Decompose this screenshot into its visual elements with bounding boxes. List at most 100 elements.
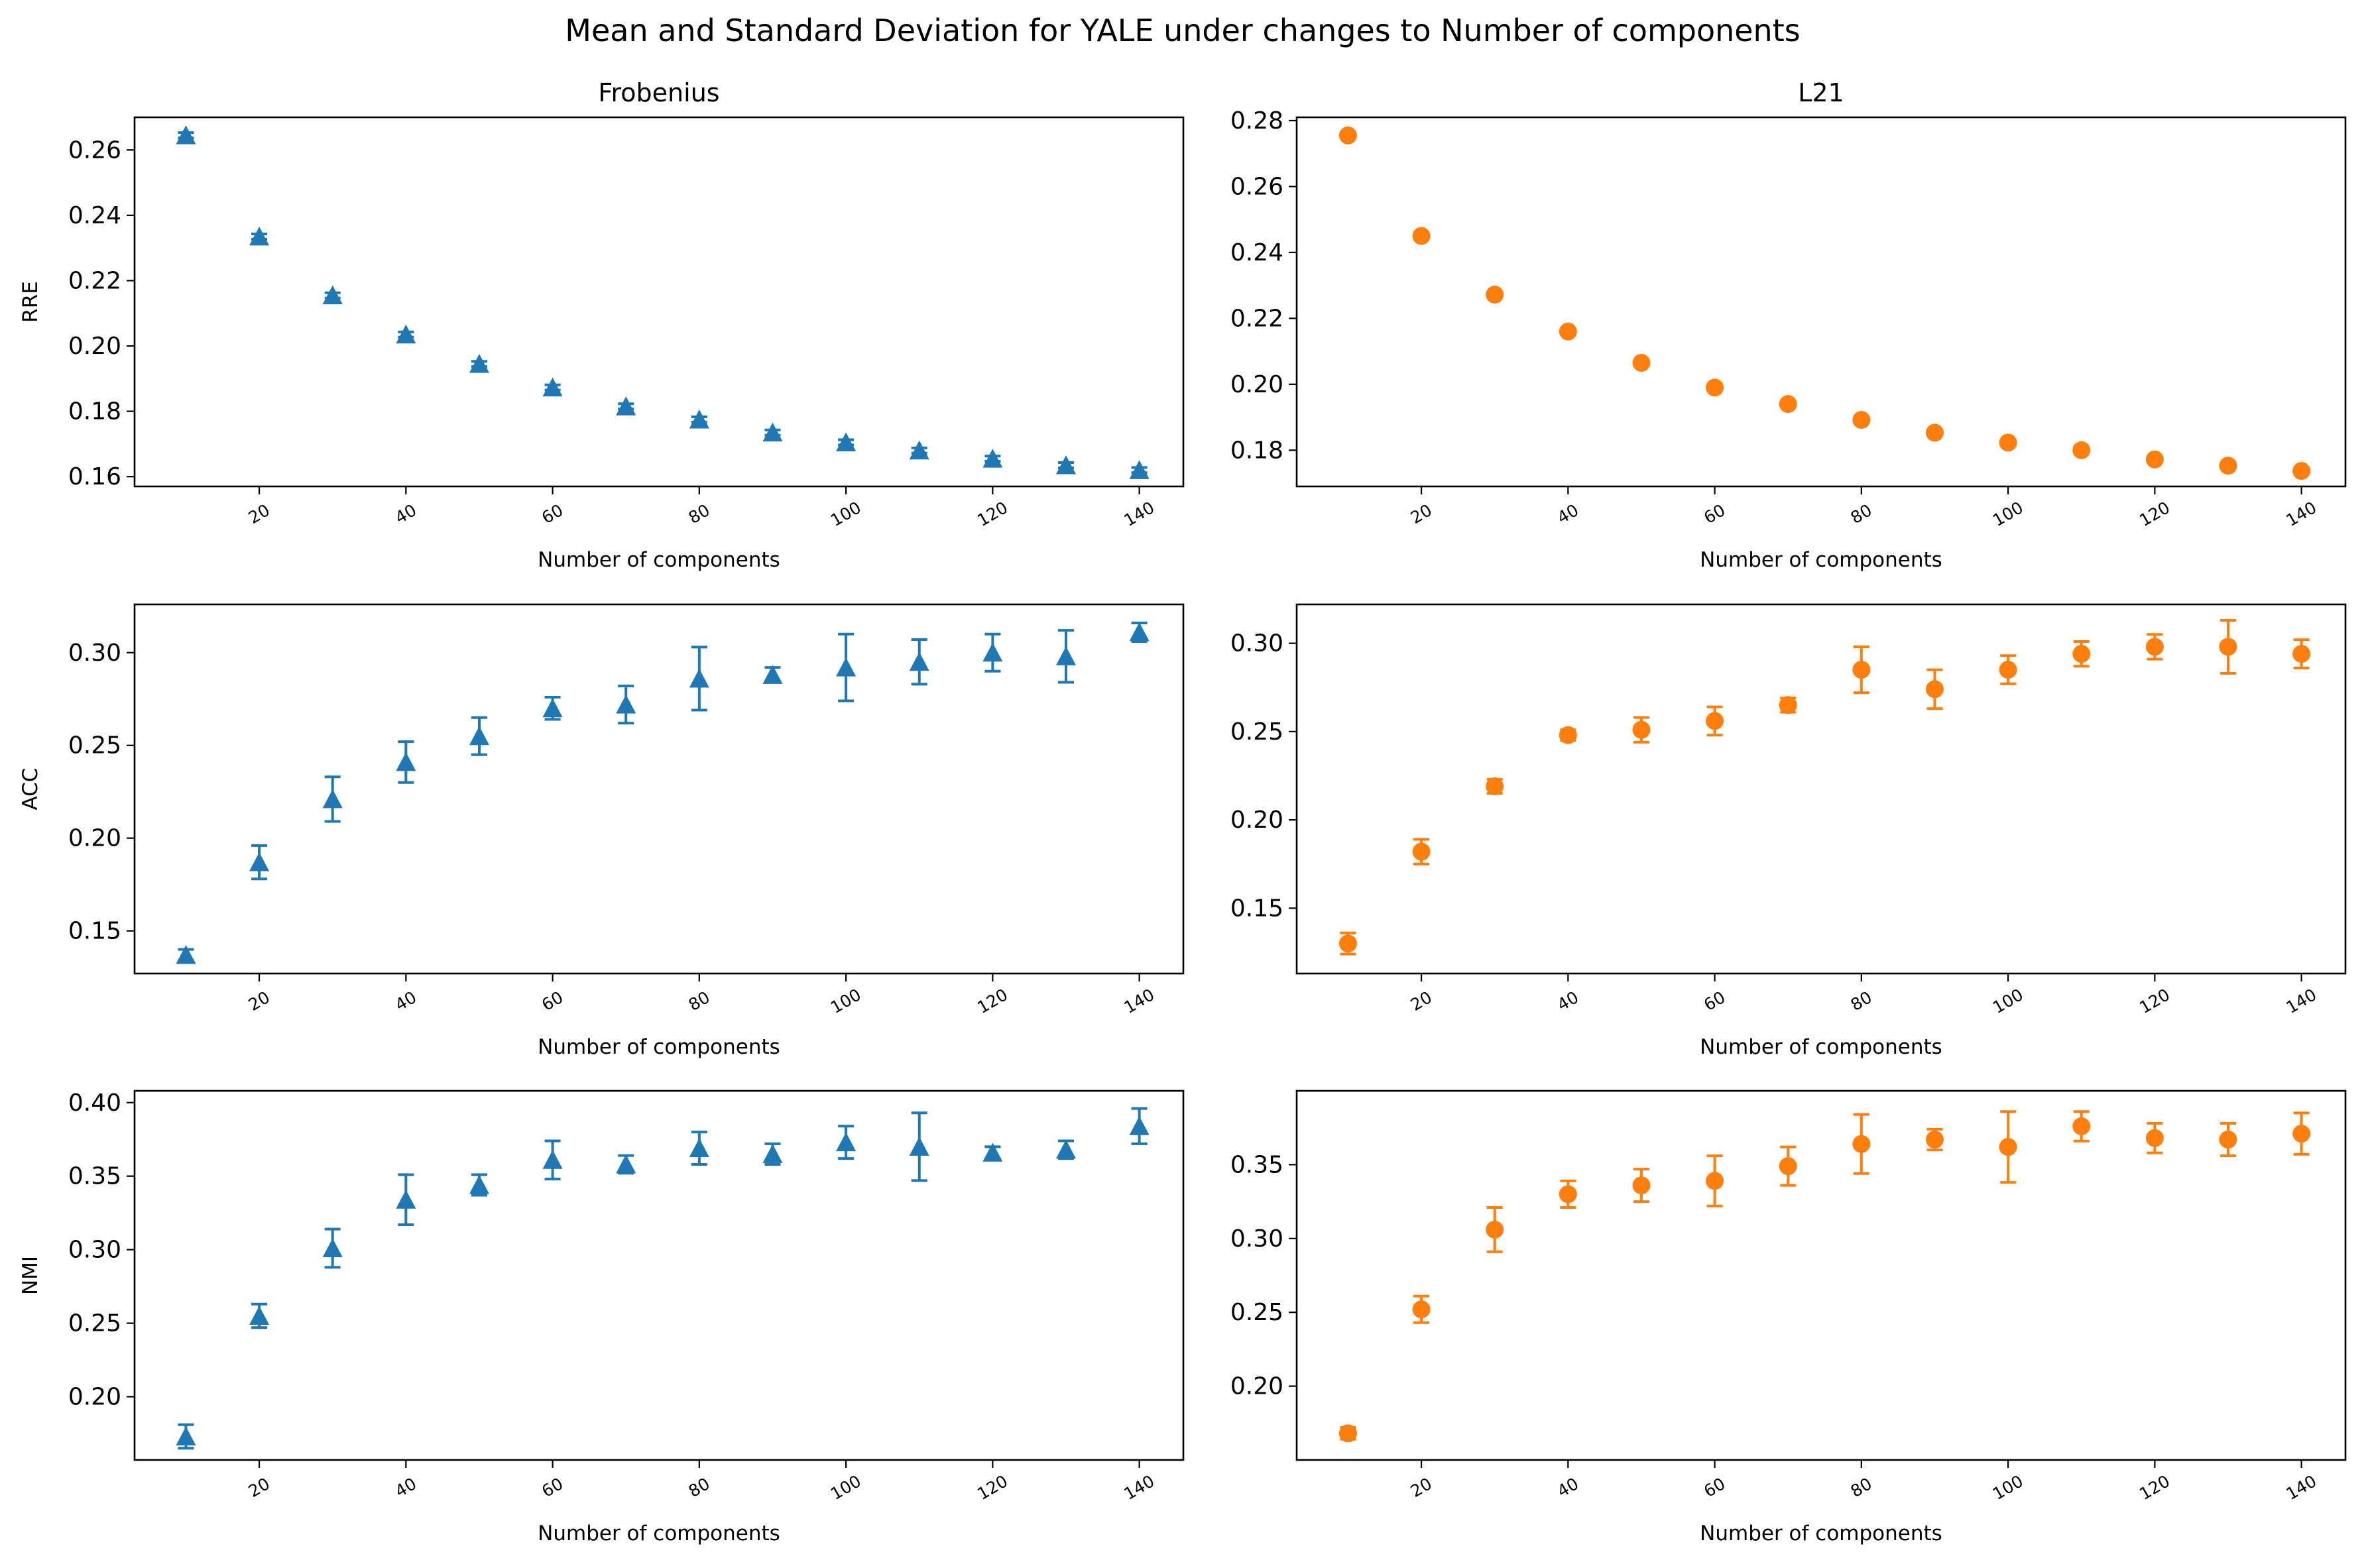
- x-tick-label: 120: [974, 498, 1011, 530]
- marker: [909, 440, 929, 460]
- data-point: [1486, 777, 1504, 796]
- data-point: [1852, 1113, 1871, 1175]
- data-point: [2072, 441, 2091, 459]
- data-point: [1338, 931, 1357, 956]
- data-point: [1999, 433, 2017, 452]
- data-point: [2292, 1111, 2311, 1156]
- data-point: [396, 1173, 416, 1226]
- data-point: [1412, 1294, 1431, 1324]
- data-point: [176, 945, 196, 964]
- data-point: [762, 1142, 783, 1166]
- data-point: [249, 844, 270, 881]
- data-point: [689, 645, 709, 712]
- x-tick-label: 120: [2136, 985, 2173, 1017]
- y-tick-label: 0.25: [68, 732, 121, 759]
- data-point: [249, 1302, 270, 1329]
- subplot-l21-nmi: 0.20 0.25 0.30 0.35 20 40 60 80 100 120 140 Number …: [1230, 1090, 2347, 1545]
- data-point: [1706, 705, 1724, 737]
- marker: [322, 1238, 343, 1257]
- data-point: [469, 716, 489, 756]
- data-point: [836, 632, 857, 702]
- data-point: [1925, 423, 1944, 442]
- x-tick-label: 20: [245, 987, 273, 1015]
- y-tick-label: 0.30: [1230, 1225, 1283, 1253]
- y-tick-label: 0.20: [1230, 807, 1283, 834]
- marker: [2145, 638, 2164, 656]
- data-point: [1055, 629, 1076, 684]
- marker: [2219, 457, 2237, 475]
- marker: [982, 449, 1003, 468]
- data-point: [689, 1131, 709, 1166]
- y-tick-label: 0.30: [1230, 630, 1283, 657]
- marker: [1925, 680, 1944, 699]
- data-point: [2145, 633, 2164, 661]
- data-point: [762, 665, 783, 684]
- axes-frame: [133, 1090, 1185, 1461]
- data-point: [322, 285, 343, 305]
- marker: [249, 852, 270, 871]
- data-point: [396, 324, 416, 344]
- marker: [542, 377, 563, 397]
- axes-frame: [1295, 116, 2347, 488]
- data-point: [1486, 1206, 1504, 1253]
- marker: [1129, 460, 1150, 479]
- marker: [396, 752, 416, 771]
- marker: [1055, 1139, 1076, 1159]
- marker: [2292, 462, 2311, 480]
- data-point: [176, 125, 196, 144]
- marker: [1632, 720, 1651, 739]
- y-tick-label: 0.25: [1230, 718, 1283, 746]
- marker: [1925, 423, 1944, 442]
- y-tick-label: 0.15: [68, 918, 121, 945]
- data-point: [616, 1154, 636, 1175]
- marker: [469, 1175, 489, 1194]
- y-tick-label: 0.28: [1230, 107, 1283, 135]
- marker: [909, 1137, 929, 1156]
- marker: [1852, 661, 1871, 679]
- marker: [762, 1144, 783, 1163]
- marker: [2219, 1131, 2237, 1149]
- subplot-l21-rre: 0.18 0.20 0.22 0.24 0.26 0.28 20 40 60 80 100 120 14…: [1230, 78, 2347, 572]
- data-point: [689, 409, 709, 429]
- x-tick-label: 20: [1407, 987, 1435, 1015]
- data-point: [1412, 838, 1431, 866]
- x-tick-label: 140: [1120, 985, 1157, 1017]
- data-point: [469, 1173, 489, 1197]
- x-tick-label: 100: [827, 985, 864, 1017]
- marker: [2072, 1117, 2091, 1135]
- marker: [1706, 712, 1724, 730]
- marker: [396, 1190, 416, 1209]
- data-point: [616, 396, 636, 416]
- data-point: [1779, 395, 1797, 414]
- data-point: [1559, 726, 1577, 744]
- marker: [762, 665, 783, 684]
- marker: [909, 651, 929, 671]
- x-axis-label: Number of components: [538, 1035, 780, 1059]
- axes-frame: [1295, 603, 2347, 975]
- x-tick-label: 140: [2282, 985, 2320, 1017]
- x-tick-label: 80: [1848, 987, 1875, 1015]
- x-tick-label: 60: [1700, 1474, 1728, 1501]
- y-tick-label: 0.26: [1230, 173, 1283, 200]
- data-point: [2292, 462, 2311, 480]
- x-tick-label: 120: [2136, 498, 2173, 530]
- subplot-title: L21: [1798, 78, 1844, 107]
- data-point: [1999, 654, 2017, 685]
- x-axis-label: Number of components: [1700, 548, 1942, 572]
- marker: [762, 422, 783, 442]
- marker: [1999, 661, 2017, 679]
- marker: [1338, 126, 1357, 144]
- axes-frame: [1295, 1090, 2347, 1461]
- x-tick-label: 60: [1700, 500, 1728, 528]
- data-point: [909, 440, 929, 460]
- data-point: [542, 1139, 563, 1181]
- data-point: [1852, 645, 1871, 695]
- x-tick-label: 20: [1407, 500, 1435, 528]
- data-point: [2145, 450, 2164, 469]
- data-point: [1706, 1154, 1724, 1207]
- data-point: [2219, 618, 2237, 675]
- data-point: [1925, 668, 1944, 710]
- data-point: [1706, 378, 1724, 397]
- y-tick-label: 0.35: [1230, 1151, 1283, 1178]
- subplot-frob-rre: 0.16 0.18 0.20 0.22 0.24 0.26 20 40 60 80 100 120 14…: [19, 78, 1185, 572]
